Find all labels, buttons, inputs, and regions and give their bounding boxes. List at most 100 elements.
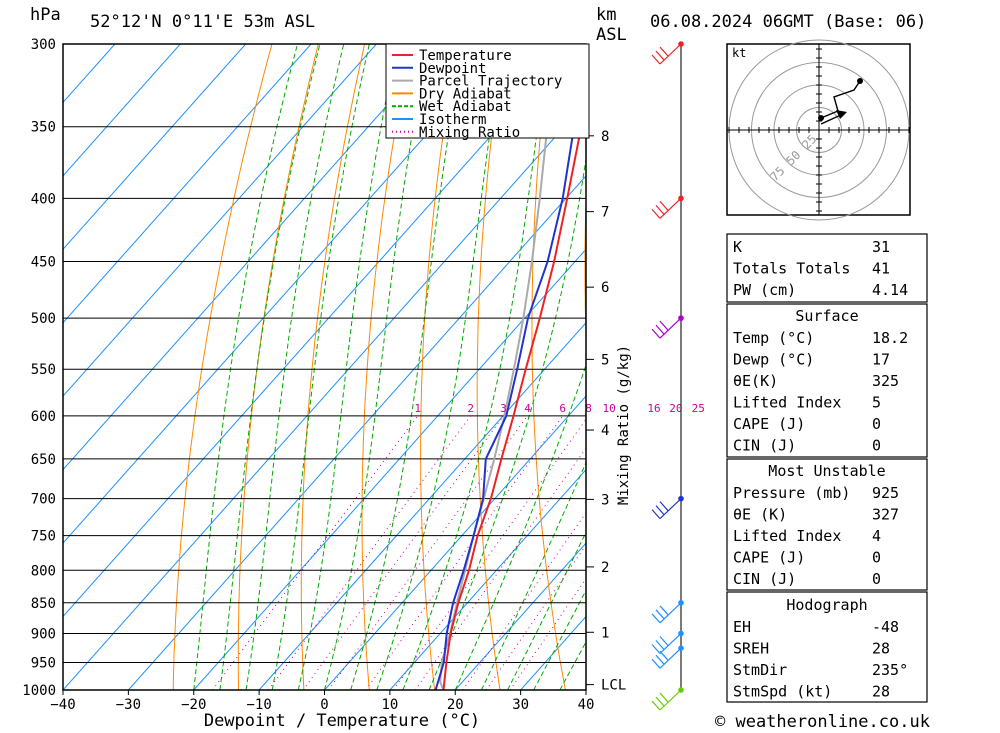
- index-label: Totals Totals: [733, 260, 850, 278]
- index-value: 327: [872, 506, 899, 524]
- hodograph-point: [857, 78, 863, 84]
- pressure-tick-label: 400: [31, 191, 56, 207]
- dry-adiabat-line: [967, 44, 1000, 690]
- pressure-tick-label: 650: [31, 452, 56, 468]
- km-tick-label: 6: [601, 280, 609, 296]
- km-tick-label: 4: [601, 423, 609, 439]
- legend-entry-label: Wet Adiabat: [419, 99, 512, 115]
- mixing-ratio-tick-label: 1: [414, 402, 421, 415]
- pressure-tick-label: 850: [31, 596, 56, 612]
- mixing-ratio-tick-label: 20: [669, 402, 682, 415]
- mixing-ratio-line: [328, 415, 528, 690]
- index-value: 31: [872, 238, 890, 256]
- wind-barb-column: [651, 41, 684, 711]
- skewt-plot: 1 2 3 4 6 8 10 16 20 25 3003504004505005506006507…: [22, 37, 1000, 713]
- index-label: CIN (J): [733, 570, 796, 588]
- index-value: 17: [872, 351, 890, 369]
- wind-barb: [651, 647, 682, 669]
- pressure-tick-label: 500: [31, 311, 56, 327]
- pressure-tick-label: 450: [31, 255, 56, 271]
- wind-barb: [651, 43, 682, 65]
- km-tick-label: 2: [601, 560, 609, 576]
- mixing-ratio-axis-label: Mixing Ratio (g/kg): [616, 345, 632, 505]
- wet-adiabat-line: [297, 44, 398, 690]
- wind-barb: [651, 689, 682, 711]
- km-unit-label: km: [596, 5, 616, 25]
- hodograph-unit: kt: [732, 46, 746, 60]
- isotherm-line: [63, 44, 443, 471]
- wind-barb: [651, 197, 682, 219]
- most-unstable-title: Most Unstable: [768, 462, 885, 480]
- legend-box: [385, 43, 590, 139]
- most-unstable-box: [726, 458, 928, 591]
- copyright-footer: © weatheronline.co.uk: [715, 712, 930, 732]
- x-tick-label: 40: [578, 697, 595, 713]
- pressure-tick-label: 700: [31, 492, 56, 508]
- isotherm-line: [63, 44, 116, 104]
- general-indices-box: [726, 233, 928, 303]
- isotherm-line: [63, 44, 508, 544]
- mixing-ratio-line: [509, 577, 586, 690]
- mixing-ratio-tick-label: 3: [500, 402, 507, 415]
- wet-adiabat-line: [219, 44, 321, 690]
- location-title: 52°12'N 0°11'E 53m ASL: [90, 12, 315, 32]
- temperature-line: [442, 104, 586, 690]
- hodograph-indices-title: Hodograph: [786, 596, 867, 614]
- km-tick-label: 7: [601, 205, 609, 221]
- index-label: Lifted Index: [733, 527, 841, 545]
- x-tick-label: 20: [447, 697, 464, 713]
- index-label: CAPE (J): [733, 415, 805, 433]
- isotherm-line: [63, 44, 573, 618]
- hodograph-trace: [820, 80, 861, 119]
- index-value: 0: [872, 549, 881, 567]
- index-label: StmSpd (kt): [733, 683, 832, 701]
- index-label: StmDir: [733, 661, 787, 679]
- pressure-tick-label: 900: [31, 626, 56, 642]
- mixing-ratio-line: [392, 418, 586, 690]
- isotherm-line: [63, 44, 181, 177]
- x-tick-label: 10: [381, 697, 398, 713]
- wet-adiabat-line: [507, 531, 586, 690]
- isotherm-line: [63, 101, 586, 690]
- mixing-ratio-tick-label: 16: [647, 402, 660, 415]
- surface-box: [726, 303, 928, 458]
- km-tick-label: 1: [601, 625, 609, 641]
- wind-barb: [651, 633, 682, 654]
- legend-entry-label: Dewpoint: [419, 61, 486, 77]
- index-value: 325: [872, 372, 899, 390]
- index-label: CIN (J): [733, 437, 796, 455]
- mixing-ratio-tick-label: 2: [467, 402, 474, 415]
- legend-entry-label: Dry Adiabat: [419, 86, 512, 102]
- legend-entry-label: Mixing Ratio: [419, 125, 520, 141]
- mixing-ratio-line: [267, 415, 472, 690]
- wet-adiabat-line: [376, 44, 504, 690]
- index-label: Pressure (mb): [733, 484, 850, 502]
- hodograph-indices-box: [726, 591, 928, 703]
- dewpoint-line: [434, 76, 586, 690]
- mixing-ratio-tick-label: 4: [524, 402, 531, 415]
- legend-entry-label: Isotherm: [419, 112, 486, 128]
- mixing-ratio-line: [365, 415, 564, 690]
- pressure-tick-label: 300: [31, 37, 56, 53]
- index-value: 4: [872, 527, 881, 545]
- pressure-tick-label: 600: [31, 409, 56, 425]
- dry-adiabat-line: [361, 44, 412, 690]
- index-value: -48: [872, 618, 899, 636]
- mixing-ratio-tick-label: 6: [559, 402, 566, 415]
- index-label: θE (K): [733, 506, 787, 524]
- km-tick-label: 8: [601, 129, 609, 145]
- mixing-ratio-line: [302, 415, 504, 690]
- index-value: 28: [872, 683, 890, 701]
- km-tick-label: 3: [601, 492, 609, 508]
- isotherm-line: [193, 248, 586, 690]
- isotherm-line: [63, 44, 377, 397]
- index-value: 18.2: [872, 329, 908, 347]
- isotherm-line: [258, 321, 586, 690]
- index-value: 0: [872, 415, 881, 433]
- km-tick-label: 5: [601, 352, 609, 368]
- index-label: Dewp (°C): [733, 351, 814, 369]
- x-tick-label: −20: [181, 697, 206, 713]
- index-label: EH: [733, 618, 751, 636]
